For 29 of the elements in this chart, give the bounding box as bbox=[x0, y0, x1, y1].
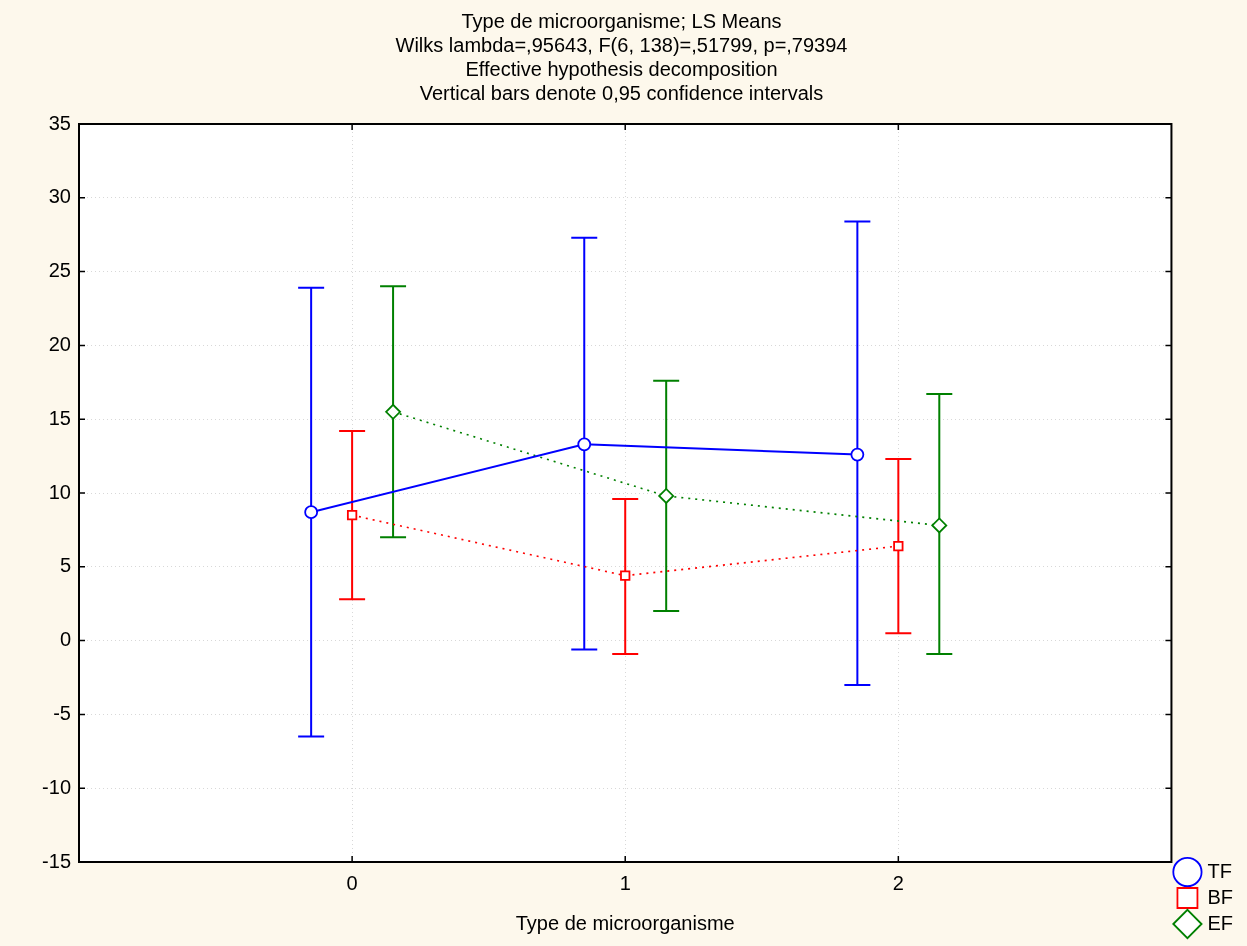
y-tick-label: 0 bbox=[59, 628, 71, 651]
y-tick-label: 30 bbox=[48, 185, 71, 208]
point bbox=[304, 505, 319, 520]
y-tick-label: 5 bbox=[59, 554, 71, 577]
legend-label: EF bbox=[1207, 911, 1234, 934]
legend-label: BF bbox=[1207, 885, 1234, 908]
point bbox=[577, 437, 592, 452]
point bbox=[620, 570, 631, 581]
point bbox=[385, 403, 401, 420]
x-tick-label: 2 bbox=[892, 871, 904, 894]
legend-label: TF bbox=[1207, 859, 1232, 882]
chart-subtitle: Wilks lambda=,95643, F(6, 138)=,51799, p=,79394 Effective hypothesis decomposition Vertical bars denote 0,95 confidence intervals bbox=[395, 33, 848, 104]
y-tick-label: -15 bbox=[42, 849, 71, 872]
point bbox=[346, 510, 358, 521]
y-tick-label: -10 bbox=[42, 775, 71, 798]
point bbox=[931, 517, 948, 534]
point bbox=[658, 488, 675, 504]
y-tick-label: -5 bbox=[53, 701, 71, 724]
x-tick-label: 1 bbox=[619, 871, 631, 894]
point bbox=[893, 540, 904, 552]
y-tick-label: 15 bbox=[48, 406, 71, 429]
point bbox=[850, 447, 865, 462]
x-axis-title: Type de microorganisme bbox=[515, 911, 735, 934]
x-tick-label: 0 bbox=[346, 871, 358, 894]
y-tick-label: 10 bbox=[48, 480, 71, 503]
y-tick-label: 20 bbox=[48, 332, 71, 355]
y-tick-label: 35 bbox=[48, 111, 71, 134]
chart-title: Type de microorganisme; LS Means bbox=[461, 9, 782, 32]
y-tick-label: 25 bbox=[48, 259, 71, 282]
